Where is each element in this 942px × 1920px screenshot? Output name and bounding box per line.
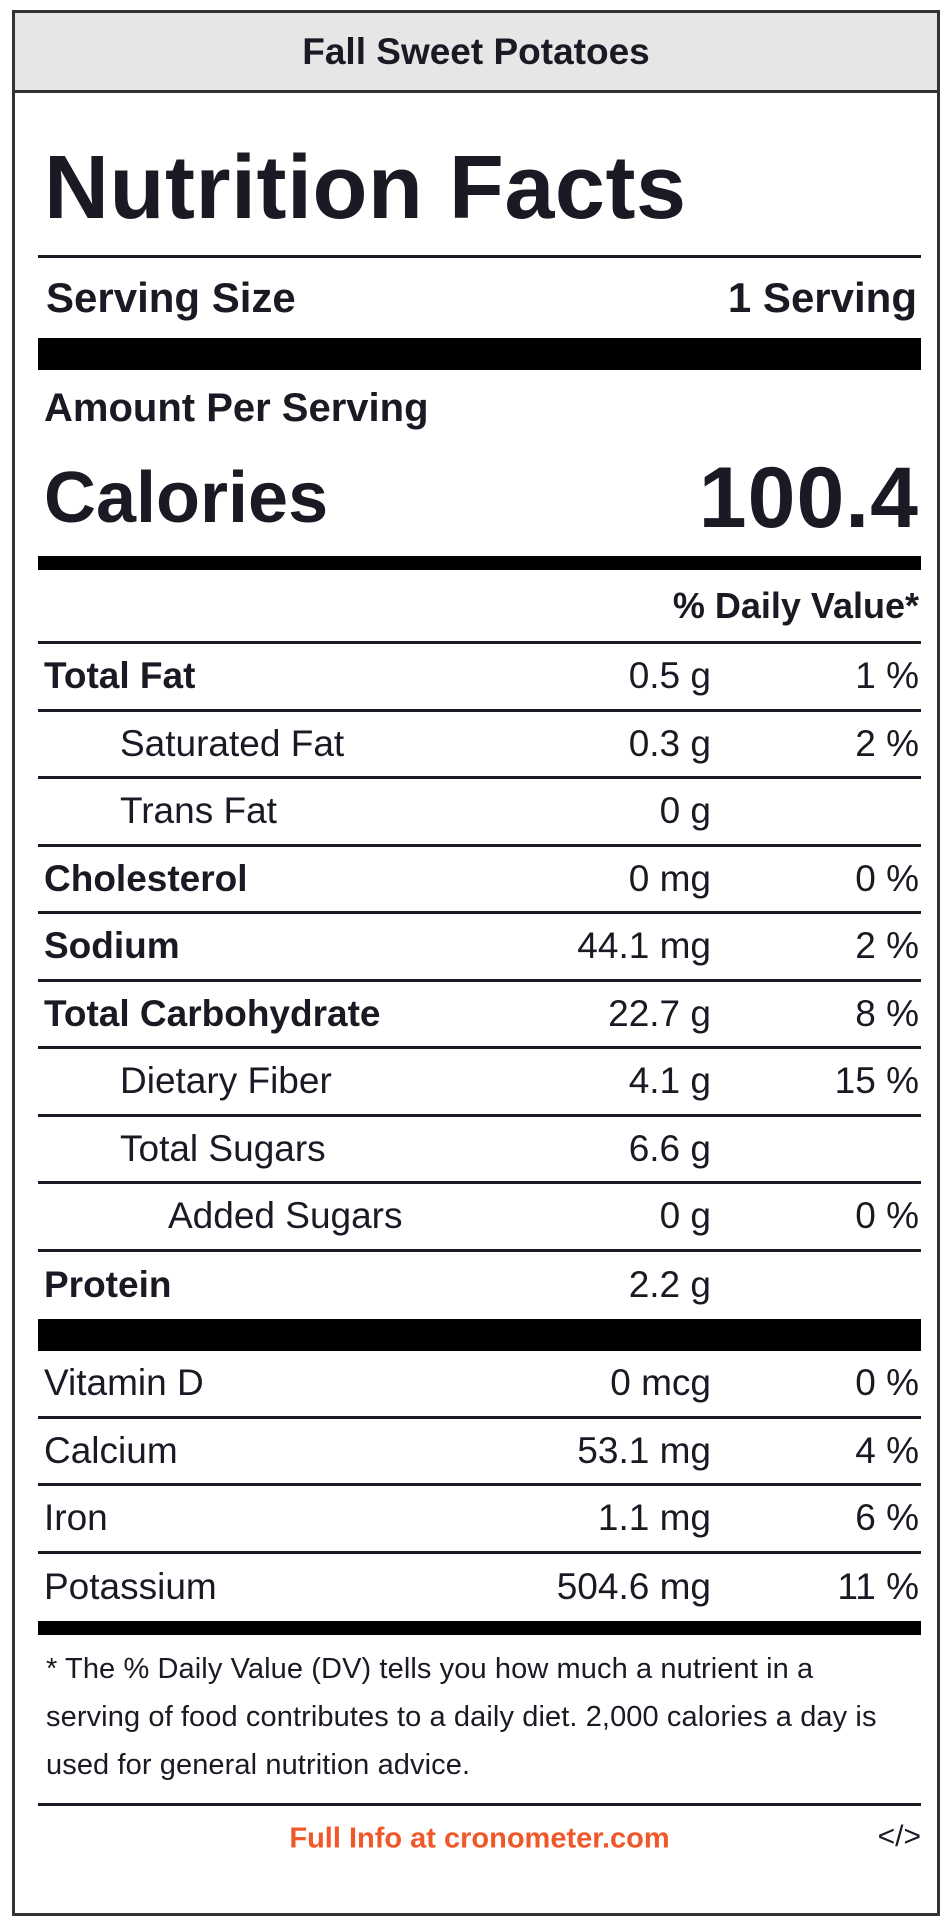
vitamin-daily-value: 4 % <box>855 1429 919 1471</box>
nutrient-row-total-fat: Total Fat 0.5 g 1 % <box>38 644 921 712</box>
nutrient-name: Added Sugars <box>168 1195 403 1237</box>
nutrient-daily-value: 1 % <box>855 655 919 697</box>
vitamin-name: Potassium <box>44 1566 217 1608</box>
nutrient-name: Dietary Fiber <box>120 1060 332 1102</box>
vitamin-daily-value: 0 % <box>855 1362 919 1404</box>
vitamin-row-potassium: Potassium 504.6 mg 11 % <box>38 1554 921 1622</box>
vitamin-daily-value: 6 % <box>855 1497 919 1539</box>
nutrient-amount: 6.6 g <box>628 1127 711 1169</box>
vitamin-amount: 53.1 mg <box>577 1429 711 1471</box>
nutrient-amount: 2.2 g <box>628 1264 711 1306</box>
nutrient-name: Trans Fat <box>120 790 277 832</box>
nutrient-daily-value: 2 % <box>855 722 919 764</box>
nutrient-row-total-carbohydrate: Total Carbohydrate 22.7 g 8 % <box>38 982 921 1049</box>
nutrient-amount: 0.5 g <box>628 655 711 697</box>
vitamin-name: Vitamin D <box>44 1362 204 1404</box>
calories-value: 100.4 <box>698 449 919 546</box>
medium-divider <box>38 556 921 570</box>
nutrient-row-dietary-fiber: Dietary Fiber 4.1 g 15 % <box>38 1049 921 1117</box>
thick-divider <box>38 1319 921 1351</box>
embed-code-icon[interactable]: </> <box>877 1819 921 1853</box>
nutrition-facts-heading: Nutrition Facts <box>44 138 687 238</box>
nutrient-amount: 0 g <box>659 1195 711 1237</box>
nutrient-name: Total Sugars <box>120 1127 326 1169</box>
medium-divider <box>38 1621 921 1635</box>
nutrient-name: Total Carbohydrate <box>44 992 381 1034</box>
nutrient-name: Protein <box>44 1264 172 1306</box>
nutrient-row-cholesterol: Cholesterol 0 mg 0 % <box>38 847 921 914</box>
nutrient-daily-value: 2 % <box>855 925 919 967</box>
nutrient-daily-value: 0 % <box>855 1195 919 1237</box>
thick-divider <box>38 338 921 370</box>
calories-label: Calories <box>44 458 329 538</box>
vitamin-row-vitamin-d: Vitamin D 0 mcg 0 % <box>38 1351 921 1419</box>
serving-size-row: Serving Size 1 Serving <box>38 258 921 338</box>
nutrient-row-saturated-fat: Saturated Fat 0.3 g 2 % <box>38 712 921 779</box>
vitamin-daily-value: 11 % <box>837 1566 919 1608</box>
nutrient-row-added-sugars: Added Sugars 0 g 0 % <box>38 1184 921 1252</box>
nutrient-row-trans-fat: Trans Fat 0 g <box>38 779 921 847</box>
vitamin-amount: 0 mcg <box>610 1362 711 1404</box>
vitamin-row-iron: Iron 1.1 mg 6 % <box>38 1486 921 1554</box>
nutrient-name: Saturated Fat <box>120 722 345 764</box>
nutrient-amount: 0 g <box>659 790 711 832</box>
daily-value-header: % Daily Value* <box>38 570 921 644</box>
nutrient-name: Total Fat <box>44 655 196 697</box>
nutrient-amount: 0 mg <box>628 857 711 899</box>
label-body: Nutrition Facts Serving Size 1 Serving A… <box>38 93 921 1872</box>
nutrient-daily-value: 0 % <box>855 857 919 899</box>
nutrient-name: Sodium <box>44 925 180 967</box>
label-footer: Full Info at cronometer.com </> <box>38 1806 921 1872</box>
daily-value-footnote: * The % Daily Value (DV) tells you how m… <box>38 1635 921 1806</box>
nutrient-daily-value: 15 % <box>834 1060 919 1102</box>
nutrition-label: Fall Sweet Potatoes Nutrition Facts Serv… <box>12 10 940 1916</box>
nutrient-row-protein: Protein 2.2 g <box>38 1252 921 1320</box>
vitamin-amount: 504.6 mg <box>556 1566 711 1608</box>
nutrient-row-total-sugars: Total Sugars 6.6 g <box>38 1117 921 1184</box>
serving-size-value: 1 Serving <box>727 274 917 321</box>
nutrient-row-sodium: Sodium 44.1 mg 2 % <box>38 914 921 982</box>
recipe-title: Fall Sweet Potatoes <box>15 13 937 93</box>
vitamin-name: Iron <box>44 1497 108 1539</box>
vitamin-amount: 1.1 mg <box>597 1497 711 1539</box>
nutrient-amount: 4.1 g <box>628 1060 711 1102</box>
nutrient-amount: 22.7 g <box>608 992 711 1034</box>
nutrient-daily-value: 8 % <box>855 992 919 1034</box>
cronometer-link[interactable]: Full Info at cronometer.com <box>289 1822 670 1855</box>
nutrient-name: Cholesterol <box>44 857 248 899</box>
nutrient-amount: 44.1 mg <box>577 925 711 967</box>
calories-row: Calories 100.4 <box>38 440 921 556</box>
amount-per-serving-label: Amount Per Serving <box>44 385 429 430</box>
vitamin-row-calcium: Calcium 53.1 mg 4 % <box>38 1419 921 1486</box>
divider <box>38 255 921 258</box>
vitamin-name: Calcium <box>44 1429 178 1471</box>
serving-size-label: Serving Size <box>46 274 296 321</box>
nutrient-amount: 0.3 g <box>628 722 711 764</box>
